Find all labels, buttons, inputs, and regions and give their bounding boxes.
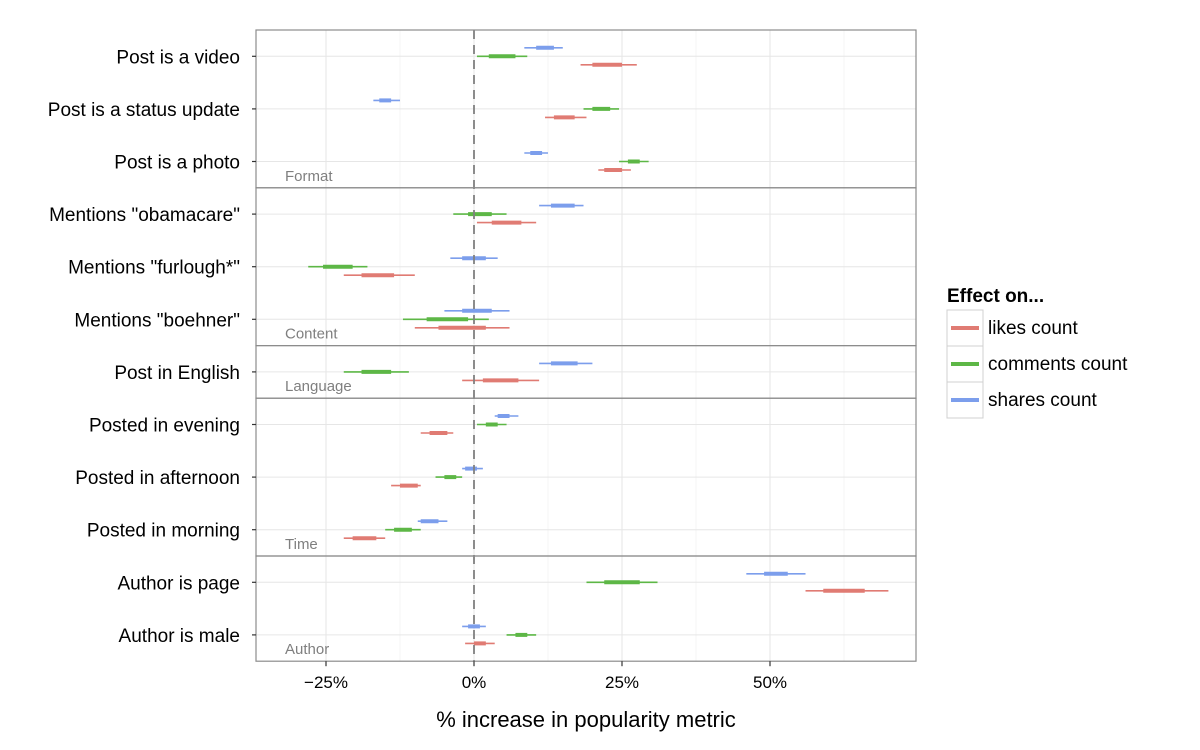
x-tick-label: 0%: [462, 673, 487, 692]
group-label: Time: [285, 536, 318, 553]
y-label: Mentions "furlough*": [68, 258, 240, 279]
legend-label: shares count: [988, 390, 1098, 411]
y-label: Author is page: [117, 573, 240, 594]
y-label: Post is a status update: [48, 100, 240, 121]
group-label: Author: [285, 641, 329, 658]
panel-time: Time: [256, 398, 916, 556]
panel-author: Author: [256, 556, 916, 662]
group-label: Language: [285, 378, 352, 395]
x-tick-label: 50%: [753, 673, 787, 692]
y-label: Mentions "boehner": [74, 310, 240, 331]
legend-item: comments count: [946, 345, 1128, 383]
y-label: Post is a video: [116, 47, 240, 68]
y-label: Post is a photo: [114, 153, 240, 174]
legend-label: comments count: [988, 354, 1128, 375]
panel-language: Language: [256, 345, 916, 399]
y-label: Posted in afternoon: [75, 468, 240, 489]
y-label: Author is male: [119, 626, 240, 647]
x-tick-label: 25%: [605, 673, 639, 692]
x-tick-label: −25%: [304, 673, 348, 692]
legend: Effect on... likes count comments count sh…: [946, 286, 1128, 419]
legend-item: shares count: [946, 381, 1098, 419]
y-label: Posted in evening: [89, 416, 240, 437]
legend-item: likes count: [946, 309, 1078, 347]
y-label: Posted in morning: [87, 521, 240, 542]
legend-items: likes count comments count shares count: [946, 309, 1128, 419]
legend-label: likes count: [988, 318, 1078, 339]
y-axis-labels: Post is a video Post is a status update Po…: [48, 47, 256, 647]
x-axis-title: % increase in popularity metric: [436, 707, 736, 732]
y-label: Mentions "obamacare": [49, 205, 240, 226]
group-label: Content: [285, 326, 338, 343]
group-label: Format: [285, 168, 333, 185]
y-label: Post in English: [114, 363, 240, 384]
legend-title: Effect on...: [947, 286, 1044, 307]
x-axis: −25% 0% 25% 50%: [304, 661, 787, 692]
